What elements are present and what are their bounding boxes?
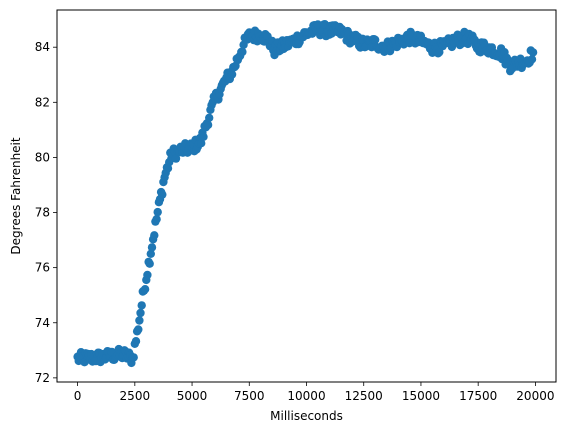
data-point: [131, 337, 141, 346]
data-point: [136, 308, 145, 318]
data-point: [143, 270, 152, 280]
x-tick-label: 20000: [516, 389, 554, 403]
x-tick-label: 0: [74, 389, 82, 403]
y-tick-label: 74: [35, 316, 50, 330]
data-point: [147, 243, 157, 252]
x-tick-label: 7500: [234, 389, 265, 403]
data-point: [171, 154, 181, 163]
data-point: [197, 139, 206, 148]
y-tick-label: 80: [35, 150, 50, 164]
data-point: [238, 47, 247, 57]
y-tick-label: 72: [35, 371, 50, 385]
data-point: [227, 70, 237, 79]
x-tick-label: 15000: [402, 389, 440, 403]
data-point: [527, 55, 537, 64]
x-tick-label: 5000: [177, 389, 208, 403]
x-tick-label: 12500: [345, 389, 383, 403]
data-point: [203, 120, 213, 130]
data-point: [152, 215, 161, 224]
data-point: [158, 190, 167, 199]
x-axis: 0 2500 5000 7500 10000 12500 15000 17500 20000: [74, 382, 554, 403]
x-tick-label: 10000: [287, 389, 325, 403]
y-tick-label: 78: [35, 206, 50, 220]
y-tick-label: 82: [35, 95, 50, 109]
data-point: [205, 113, 214, 123]
y-axis-label: Degrees Fahrenheit: [9, 137, 23, 254]
x-tick-label: 17500: [459, 389, 497, 403]
y-axis: 72 74 76 78 80 82 84: [35, 40, 57, 385]
data-point: [153, 207, 162, 217]
y-tick-label: 76: [35, 261, 50, 275]
data-point: [150, 231, 159, 240]
plot-frame: [56, 9, 557, 383]
data-point: [129, 353, 138, 362]
data-point: [135, 316, 144, 325]
data-point: [313, 20, 323, 29]
x-tick-label: 2500: [120, 389, 151, 403]
data-point: [371, 35, 380, 44]
y-tick-label: 84: [35, 40, 50, 54]
data-point: [140, 285, 150, 294]
data-point: [134, 325, 143, 334]
data-point: [199, 132, 208, 141]
data-point: [137, 301, 146, 310]
data-point: [528, 48, 538, 57]
x-axis-label: Milliseconds: [270, 409, 343, 423]
data-points: [73, 20, 538, 368]
data-point: [145, 259, 154, 268]
data-point: [146, 249, 155, 258]
